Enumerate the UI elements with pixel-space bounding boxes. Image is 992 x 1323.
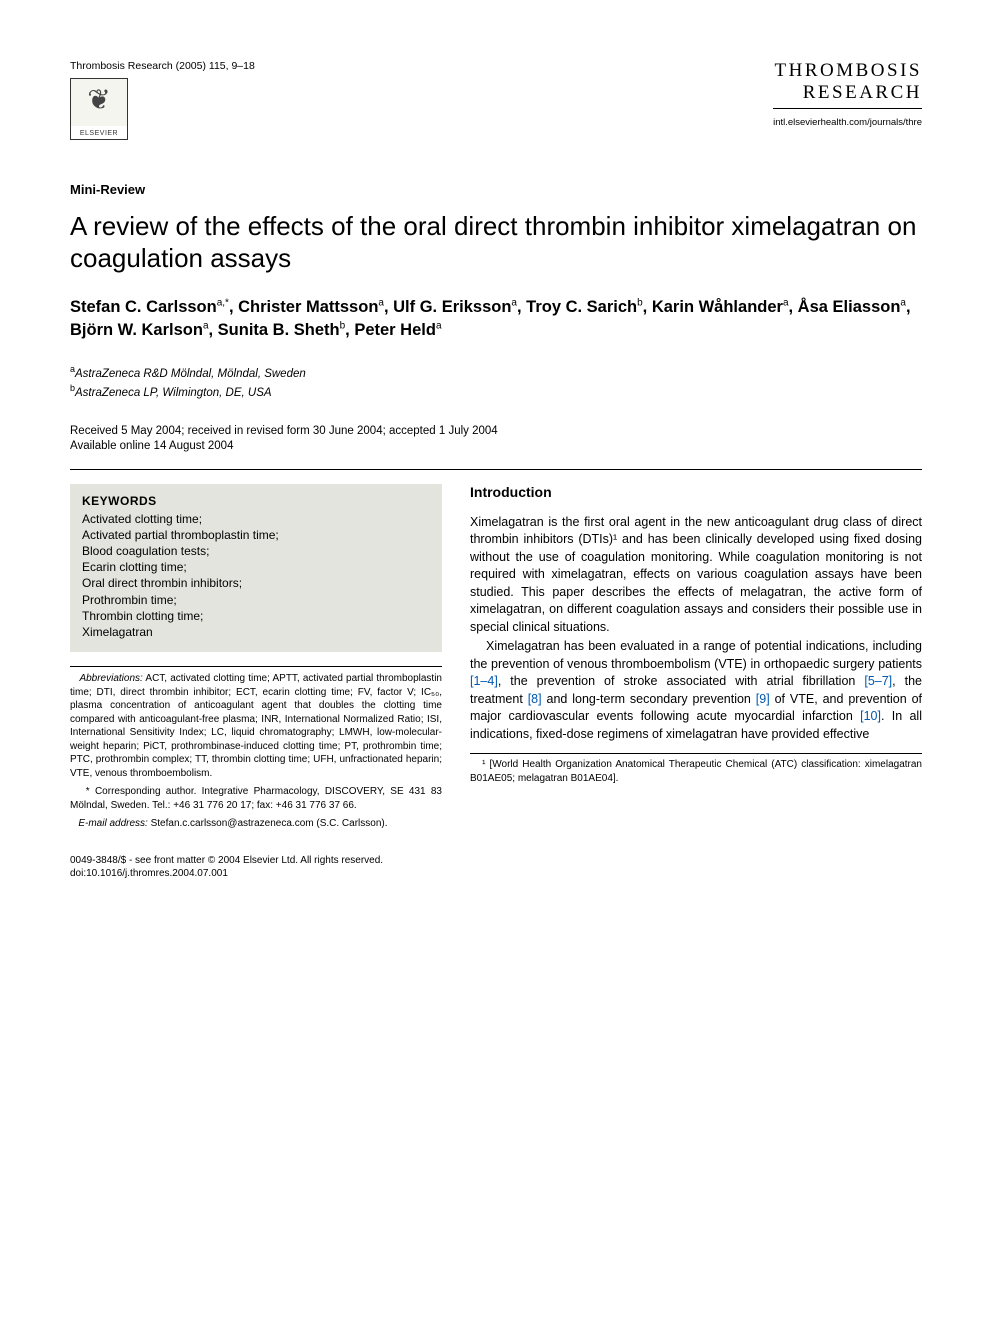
right-column: Introduction Ximelagatran is the first o… [470, 484, 922, 836]
abbreviations-block: Abbreviations: ACT, activated clotting t… [70, 672, 442, 780]
copyright-line: 0049-3848/$ - see front matter © 2004 El… [70, 855, 383, 866]
citation-ref[interactable]: [10] [860, 709, 881, 723]
article-type: Mini-Review [70, 182, 922, 197]
dates-online: Available online 14 August 2004 [70, 440, 233, 452]
journal-name-line2: RESEARCH [803, 82, 922, 103]
doi-line: doi:10.1016/j.thromres.2004.07.001 [70, 868, 228, 879]
journal-block: THROMBOSIS RESEARCH intl.elsevierhealth.… [773, 60, 922, 128]
section-heading-introduction: Introduction [470, 484, 922, 500]
divider [70, 469, 922, 470]
keyword-item: Oral direct thrombin inhibitors; [82, 575, 430, 591]
citation-ref[interactable]: [1–4] [470, 674, 498, 688]
keyword-item: Blood coagulation tests; [82, 543, 430, 559]
keyword-item: Thrombin clotting time; [82, 608, 430, 624]
page-footer: 0049-3848/$ - see front matter © 2004 El… [70, 854, 922, 881]
divider [70, 666, 442, 667]
keyword-item: Prothrombin time; [82, 592, 430, 608]
intro-paragraph-2: Ximelagatran has been evaluated in a ran… [470, 638, 922, 743]
publisher-block: Thrombosis Research (2005) 115, 9–18 ❦ E… [70, 60, 255, 140]
left-column: KEYWORDS Activated clotting time;Activat… [70, 484, 442, 836]
email-address: Stefan.c.carlsson@astrazeneca.com (S.C. … [148, 818, 388, 829]
keyword-item: Activated clotting time; [82, 511, 430, 527]
keywords-list: Activated clotting time;Activated partia… [82, 511, 430, 641]
divider [470, 753, 922, 754]
article-title: A review of the effects of the oral dire… [70, 211, 922, 274]
email-block: E-mail address: Stefan.c.carlsson@astraz… [70, 817, 442, 831]
elsevier-logo: ❦ ELSEVIER [70, 78, 128, 140]
abbreviations-label: Abbreviations: [79, 673, 142, 684]
citation-ref[interactable]: [8] [528, 692, 542, 706]
article-dates: Received 5 May 2004; received in revised… [70, 424, 922, 455]
citation-ref[interactable]: [5–7] [864, 674, 892, 688]
dates-received: Received 5 May 2004; received in revised… [70, 425, 498, 437]
keyword-item: Ximelagatran [82, 624, 430, 640]
citation-line: Thrombosis Research (2005) 115, 9–18 [70, 60, 255, 72]
abbreviations-text: ACT, activated clotting time; APTT, acti… [70, 673, 442, 779]
corresponding-author: * Corresponding author. Integrative Phar… [70, 785, 442, 812]
citation-ref[interactable]: [9] [756, 692, 770, 706]
keyword-item: Activated partial thromboplastin time; [82, 527, 430, 543]
publisher-name: ELSEVIER [80, 130, 118, 137]
elsevier-tree-icon: ❦ [87, 83, 110, 116]
author-list: Stefan C. Carlssona,*, Christer Mattsson… [70, 296, 922, 341]
keywords-heading: KEYWORDS [82, 494, 430, 508]
journal-name-line1: THROMBOSIS [775, 60, 922, 81]
journal-url: intl.elsevierhealth.com/journals/thre [773, 117, 922, 128]
keywords-box: KEYWORDS Activated clotting time;Activat… [70, 484, 442, 653]
intro-paragraph-1: Ximelagatran is the first oral agent in … [470, 514, 922, 637]
journal-name: THROMBOSIS RESEARCH [773, 60, 922, 115]
affiliations: aAstraZeneca R&D Mölndal, Mölndal, Swede… [70, 363, 922, 402]
footnote-1: ¹ [World Health Organization Anatomical … [470, 758, 922, 785]
email-label: E-mail address: [78, 818, 147, 829]
keyword-item: Ecarin clotting time; [82, 559, 430, 575]
page-header: Thrombosis Research (2005) 115, 9–18 ❦ E… [70, 60, 922, 140]
two-column-body: KEYWORDS Activated clotting time;Activat… [70, 484, 922, 836]
